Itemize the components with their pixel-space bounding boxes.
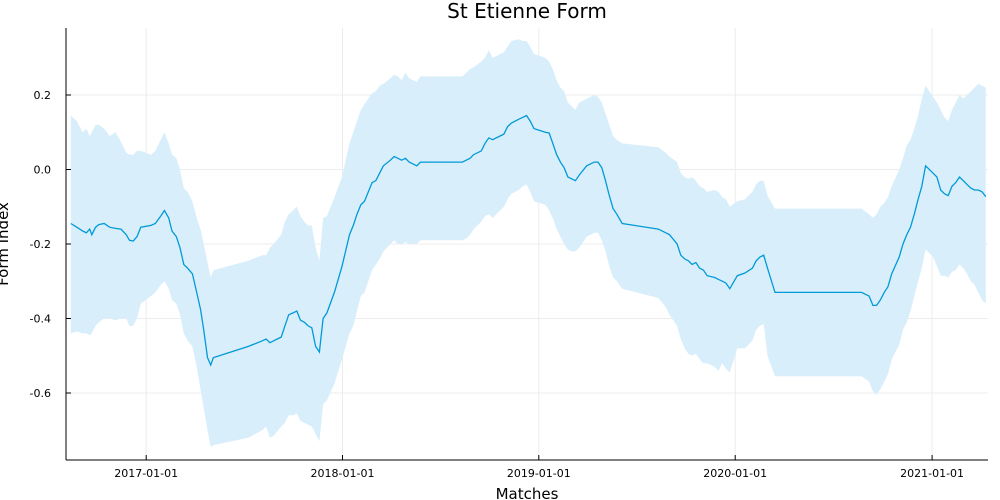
x-axis-title: Matches [496,485,559,500]
x-tick-label: 2017-01-01 [114,467,178,480]
x-tick-label: 2019-01-01 [507,467,571,480]
x-tick-label: 2021-01-01 [900,467,964,480]
y-tick-label: 0.2 [34,89,52,102]
x-tick-label: 2020-01-01 [703,467,767,480]
chart-title: St Etienne Form [447,0,607,23]
y-tick-label: 0.0 [34,164,52,177]
confidence-band [70,39,986,447]
y-axis-title: Form Index [0,202,12,286]
y-tick-label: -0.2 [30,238,51,251]
form-line [70,114,987,367]
x-ticks: 2017-01-01 2018-01-01 2019-01-01 2020-01-01… [114,455,964,480]
y-ticks: 0.2 0.0 -0.2 -0.4 -0.6 [30,89,71,400]
x-tick-label: 2018-01-01 [311,467,375,480]
y-tick-label: -0.6 [30,387,51,400]
y-tick-label: -0.4 [30,313,51,326]
